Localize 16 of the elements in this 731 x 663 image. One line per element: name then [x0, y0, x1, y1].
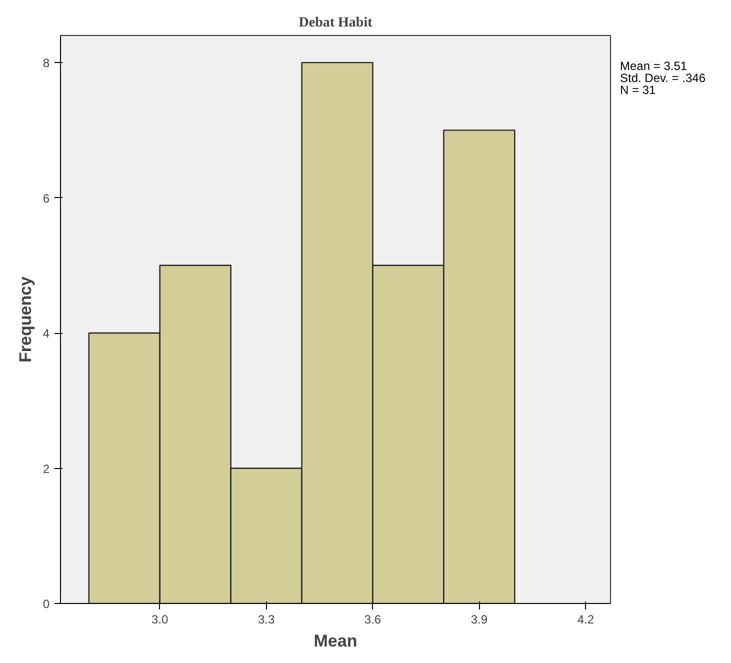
text: Std. Dev. = .346 — [620, 71, 706, 85]
x-tick-label: 3.6 — [364, 612, 382, 626]
y-tick-label: 2 — [42, 462, 50, 476]
chart-title: Debat Habit — [298, 16, 373, 30]
y-tick-label: 4 — [42, 326, 50, 341]
y-axis-title: Frequency — [16, 276, 35, 362]
y-tick-label: 6 — [42, 191, 50, 206]
x-tick-label: 3.0 — [152, 612, 169, 626]
x-tick-label: 4.2 — [577, 612, 594, 626]
text: Mean = 3.51 — [620, 59, 688, 73]
y-tick-label: 0 — [42, 597, 50, 611]
x-axis-title: Mean — [314, 632, 358, 650]
x-tick-label: 3.9 — [470, 612, 488, 626]
y-tick-label: 8 — [42, 56, 50, 70]
x-tick-label: 3.3 — [258, 612, 275, 626]
text: N = 31 — [620, 83, 656, 97]
